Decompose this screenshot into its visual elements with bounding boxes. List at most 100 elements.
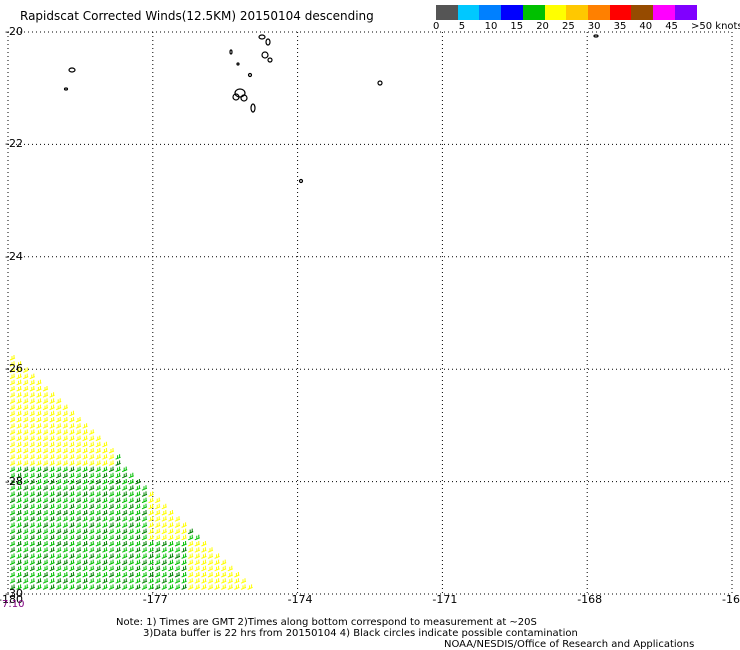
- wind-barb: [108, 528, 115, 535]
- wind-barb: [23, 541, 29, 547]
- wind-barb: [56, 429, 62, 435]
- wind-barb: [168, 534, 174, 541]
- wind-barb: [161, 522, 167, 528]
- wind-barb: [95, 584, 101, 590]
- wind-barb: [95, 510, 101, 516]
- wind-barb: [115, 534, 121, 541]
- wind-barb: [75, 479, 82, 485]
- wind-barb: [135, 497, 141, 504]
- colorbar-swatch: [653, 5, 675, 20]
- wind-barb: [36, 466, 42, 473]
- wind-barb: [62, 404, 68, 411]
- wind-barb: [36, 423, 42, 429]
- wind-barb: [155, 522, 161, 528]
- wind-barb: [49, 559, 55, 566]
- wind-barb: [95, 565, 101, 572]
- wind-barb: [82, 448, 88, 454]
- wind-barb: [23, 528, 29, 535]
- wind-barb: [29, 516, 35, 522]
- wind-barb: [9, 578, 16, 584]
- wind-barb: [108, 578, 115, 584]
- wind-barb: [69, 584, 75, 590]
- wind-barb: [89, 454, 95, 460]
- wind-barb: [122, 516, 128, 522]
- wind-barb: [56, 441, 62, 448]
- wind-barb: [95, 448, 101, 454]
- wind-barb: [62, 441, 68, 448]
- colorbar-label: 15: [510, 21, 524, 32]
- wind-barb: [49, 522, 55, 528]
- wind-barb: [194, 541, 200, 547]
- wind-barb: [115, 485, 121, 491]
- wind-barb: [135, 553, 141, 559]
- island-outline: [240, 94, 248, 102]
- wind-barb: [75, 466, 82, 473]
- wind-barb: [69, 510, 75, 516]
- wind-barb: [207, 553, 214, 559]
- wind-barb: [122, 497, 128, 504]
- wind-barb: [16, 534, 22, 541]
- wind-barb: [9, 435, 16, 442]
- wind-barb: [108, 541, 115, 547]
- wind-barb: [75, 435, 82, 442]
- wind-barb: [16, 386, 22, 392]
- wind-barb: [168, 565, 174, 572]
- wind-barb: [155, 584, 161, 590]
- wind-barb: [148, 491, 154, 497]
- wind-barb: [89, 510, 95, 516]
- wind-barb: [42, 572, 49, 578]
- wind-barb: [214, 584, 220, 590]
- wind-barb: [128, 565, 134, 572]
- wind-barb: [9, 392, 16, 398]
- wind-barb: [102, 485, 108, 491]
- wind-barb: [95, 454, 101, 460]
- longitude-label: -177: [142, 593, 168, 606]
- island-outline: [68, 67, 76, 73]
- wind-barb: [181, 528, 187, 535]
- wind-barb: [102, 448, 108, 454]
- wind-barb: [16, 541, 22, 547]
- wind-barb: [62, 572, 68, 578]
- wind-barb: [128, 485, 134, 491]
- wind-barb: [141, 497, 148, 504]
- wind-barb: [9, 497, 16, 504]
- wind-barb: [135, 559, 141, 566]
- wind-barb: [23, 472, 29, 479]
- wind-barb: [102, 522, 108, 528]
- wind-barb: [62, 448, 68, 454]
- wind-barb: [75, 460, 82, 466]
- wind-barb: [29, 466, 35, 473]
- wind-barb: [36, 497, 42, 504]
- wind-barb: [201, 565, 207, 572]
- island-outline: [247, 72, 253, 78]
- wind-barb: [188, 584, 194, 590]
- wind-barb: [62, 541, 68, 547]
- wind-barb: [29, 423, 35, 429]
- wind-barb: [82, 559, 88, 566]
- wind-barb: [135, 541, 141, 547]
- wind-barb: [49, 528, 55, 535]
- wind-barb: [82, 472, 88, 479]
- wind-barb: [155, 547, 161, 553]
- wind-barb: [29, 503, 35, 510]
- wind-barb: [174, 572, 181, 578]
- wind-barb: [49, 485, 55, 491]
- wind-barb: [69, 472, 75, 479]
- wind-barb: [23, 516, 29, 522]
- wind-barb: [16, 510, 22, 516]
- wind-barb: [207, 547, 214, 553]
- wind-barb: [29, 417, 35, 423]
- colorbar-swatch: [566, 5, 589, 20]
- wind-barb: [36, 404, 42, 411]
- island-outline: [265, 38, 271, 46]
- wind-barb: [29, 398, 35, 404]
- wind-barb: [102, 578, 108, 584]
- wind-barb: [56, 528, 62, 535]
- wind-barb: [29, 528, 35, 535]
- wind-barb: [42, 472, 49, 479]
- time-label: 7:10: [2, 599, 25, 610]
- wind-barb: [102, 516, 108, 522]
- wind-barb: [148, 516, 154, 522]
- wind-barb: [82, 441, 88, 448]
- wind-barb: [42, 528, 49, 535]
